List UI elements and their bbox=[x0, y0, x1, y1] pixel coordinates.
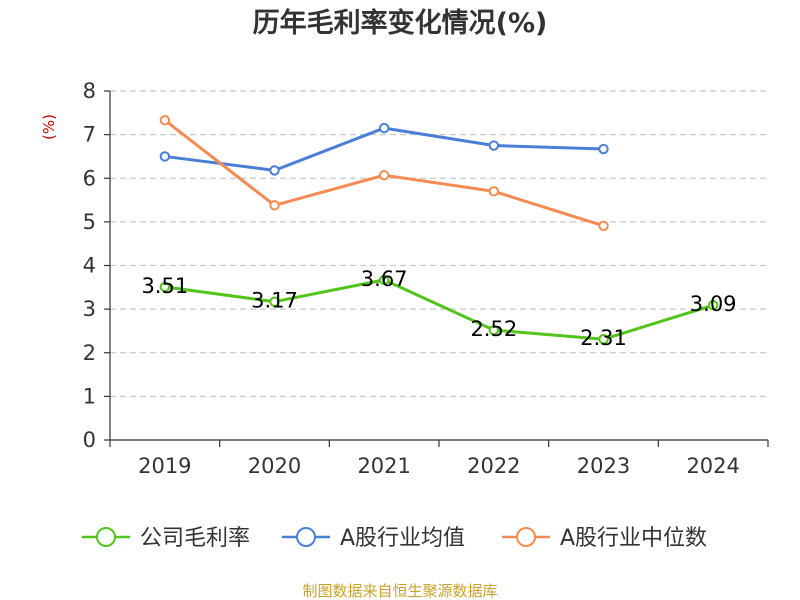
data-point bbox=[378, 122, 390, 134]
data-point bbox=[598, 143, 609, 155]
data-label: 3.67 bbox=[361, 267, 408, 291]
data-point bbox=[488, 324, 500, 336]
legend-marker-icon bbox=[96, 527, 116, 547]
legend-label: A股行业中位数 bbox=[560, 526, 707, 551]
chart-title: 历年毛利率变化情况(%) bbox=[253, 7, 548, 39]
x-tick-label: 2021 bbox=[357, 454, 410, 478]
legend-item[interactable]: 公司毛利率 bbox=[82, 526, 250, 551]
data-point bbox=[378, 274, 390, 286]
legend-item[interactable]: A股行业中位数 bbox=[502, 526, 707, 551]
series-line bbox=[163, 278, 715, 341]
data-point bbox=[598, 334, 609, 345]
data-point bbox=[159, 151, 171, 162]
data-point bbox=[269, 200, 280, 211]
x-tick-label: 2022 bbox=[467, 454, 520, 478]
data-point bbox=[159, 115, 171, 126]
y-tick-label: 1 bbox=[83, 384, 96, 408]
data-label: 2.52 bbox=[470, 317, 517, 341]
x-tick-label: 2019 bbox=[138, 454, 191, 478]
y-tick-label: 2 bbox=[83, 341, 96, 365]
data-label: 3.09 bbox=[690, 292, 737, 316]
data-point bbox=[488, 186, 500, 197]
legend-item[interactable]: A股行业均值 bbox=[282, 526, 465, 551]
x-tick-label: 2020 bbox=[248, 454, 301, 478]
y-axis-label: (%) bbox=[40, 114, 58, 140]
source-note: 制图数据来自恒生聚源数据库 bbox=[302, 582, 497, 600]
series-group bbox=[159, 115, 719, 345]
y-tick-label: 5 bbox=[83, 210, 96, 234]
y-tick-label: 8 bbox=[83, 79, 96, 103]
data-point bbox=[269, 296, 280, 307]
axes: 0 1 2 3 4 5 6 7 8 2019 2020 2021 2022 2023 2024 bbox=[83, 79, 769, 478]
data-point bbox=[598, 220, 609, 232]
data-point bbox=[707, 299, 719, 311]
data-point bbox=[378, 169, 390, 181]
y-tick-label: 6 bbox=[83, 166, 96, 190]
legend: 公司毛利率 A股行业均值 A股行业中位数 bbox=[82, 526, 707, 551]
y-tick-label: 0 bbox=[83, 428, 96, 452]
y-tick-label: 4 bbox=[83, 254, 96, 278]
y-tick-label: 7 bbox=[83, 123, 96, 147]
data-point bbox=[488, 140, 500, 151]
data-label: 3.17 bbox=[251, 289, 298, 313]
legend-marker-icon bbox=[516, 527, 536, 547]
legend-label: A股行业均值 bbox=[340, 526, 465, 551]
x-tick-label: 2024 bbox=[686, 454, 739, 478]
data-label: 2.31 bbox=[580, 326, 627, 350]
y-tick-label: 3 bbox=[83, 297, 96, 321]
data-point bbox=[159, 281, 171, 293]
data-point bbox=[269, 165, 280, 176]
legend-label: 公司毛利率 bbox=[140, 526, 250, 551]
data-labels: 3.51 3.17 3.67 2.52 2.31 3.09 bbox=[141, 267, 736, 350]
x-tick-label: 2023 bbox=[577, 454, 630, 478]
data-label: 3.51 bbox=[141, 274, 188, 298]
legend-marker-icon bbox=[296, 527, 316, 547]
